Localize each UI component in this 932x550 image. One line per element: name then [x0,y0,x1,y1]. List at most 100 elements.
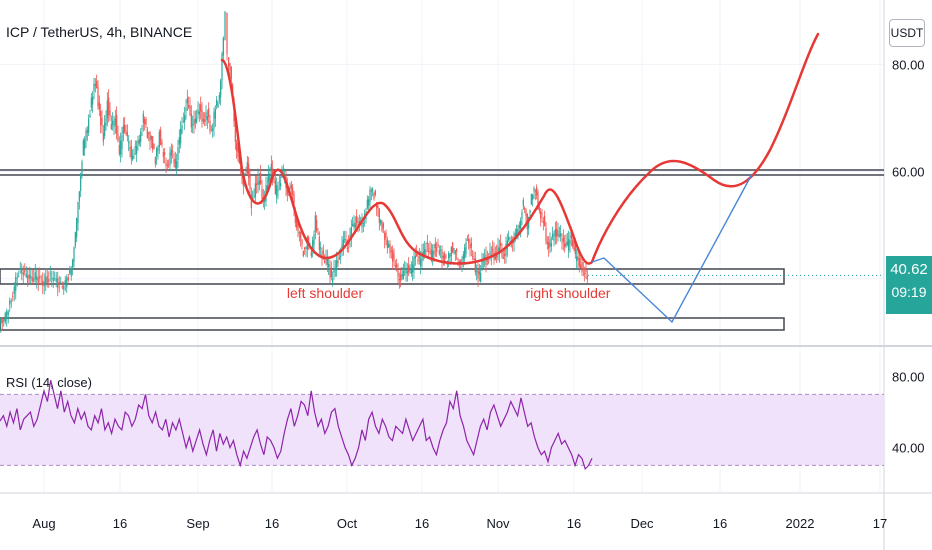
candle-body [184,115,186,123]
candle-body [162,152,164,157]
candle-body [533,187,535,191]
candle-body [149,131,151,142]
candle-body [452,242,454,253]
candle-body [412,264,414,273]
candle-body [63,286,65,290]
candle-body [517,228,519,236]
candle-body [505,243,507,256]
candle-body [354,223,356,228]
candle-body [386,239,388,248]
candle-body [264,199,266,202]
time-axis-label: 16 [713,516,727,531]
candle-body [97,86,99,107]
time-axis-label: 16 [567,516,581,531]
candle-body [569,240,571,245]
candle-body [442,256,444,258]
candle-body [576,256,578,261]
candle-body [336,260,338,271]
candle-body [353,222,355,228]
candle-body [453,248,455,251]
candle-body [540,211,542,219]
candle-body [277,189,279,191]
candle-body [61,286,63,288]
candle-body [178,137,180,145]
candle-body [377,205,379,209]
candle-body [322,250,324,255]
candle-body [404,268,406,270]
candle-body [428,250,430,253]
time-axis-label: 16 [265,516,279,531]
candle-body [278,181,280,183]
candle-body [30,275,32,279]
candle-body [326,256,328,265]
candle-body [421,252,423,262]
candle-body [190,113,192,128]
candle-body [10,301,12,303]
candle-body [176,161,178,170]
candle-body [393,253,395,260]
candle-body [488,261,490,263]
candle-body [125,132,127,134]
candle-body [164,152,166,155]
candle-body [462,254,464,260]
candle-body [401,274,403,277]
candle-body [532,194,534,200]
candle-body [106,100,108,119]
time-axis-label: Oct [337,516,358,531]
candle-body [304,247,306,250]
candle-body [522,199,524,207]
candle-body [236,142,238,152]
candle-body [362,222,364,225]
left-shoulder-label: left shoulder [287,285,364,301]
candle-body [557,230,559,237]
candle-body [250,194,252,208]
candle-body [194,118,196,123]
candle-body [568,239,570,251]
candle-body [248,163,250,178]
candle-body [502,256,504,258]
candle-body [561,241,563,243]
rsi-axis-label: 80.00 [892,370,925,385]
time-axis-label: 16 [113,516,127,531]
candle-body [258,180,260,185]
candle-body [238,154,240,164]
candle-body [484,257,486,259]
candle-body [466,239,468,241]
candle-body [402,270,404,280]
currency-selector-button[interactable]: USDT [889,19,925,47]
candle-body [28,274,30,279]
candle-body [222,37,224,56]
candle-body [385,232,387,238]
candle-body [400,274,402,281]
candle-body [558,234,560,237]
candle-body [186,98,188,104]
candle-body [417,259,419,262]
candle-body [369,189,371,202]
candle-body [524,207,526,210]
candle-body [461,258,463,266]
candle-body [25,273,27,278]
candle-body [126,131,128,137]
candle-body [128,142,130,143]
candle-body [301,239,303,245]
candle-body [480,272,482,282]
candle-body [88,118,90,133]
candle-body [174,158,176,168]
candle-body [469,243,471,249]
candle-body [396,264,398,268]
candle-body [269,175,271,182]
candle-body [213,111,215,129]
candle-body [470,242,472,248]
candle-body [201,109,203,122]
candle-body [305,247,307,249]
candle-body [562,237,564,242]
candle-body [536,186,538,196]
candle-body [544,215,546,226]
candle-body [185,107,187,112]
candle-body [441,249,443,260]
candle-body [574,246,576,255]
bar-countdown: 09:19 [891,284,927,300]
candle-body [214,109,216,119]
candle-body [49,273,51,275]
